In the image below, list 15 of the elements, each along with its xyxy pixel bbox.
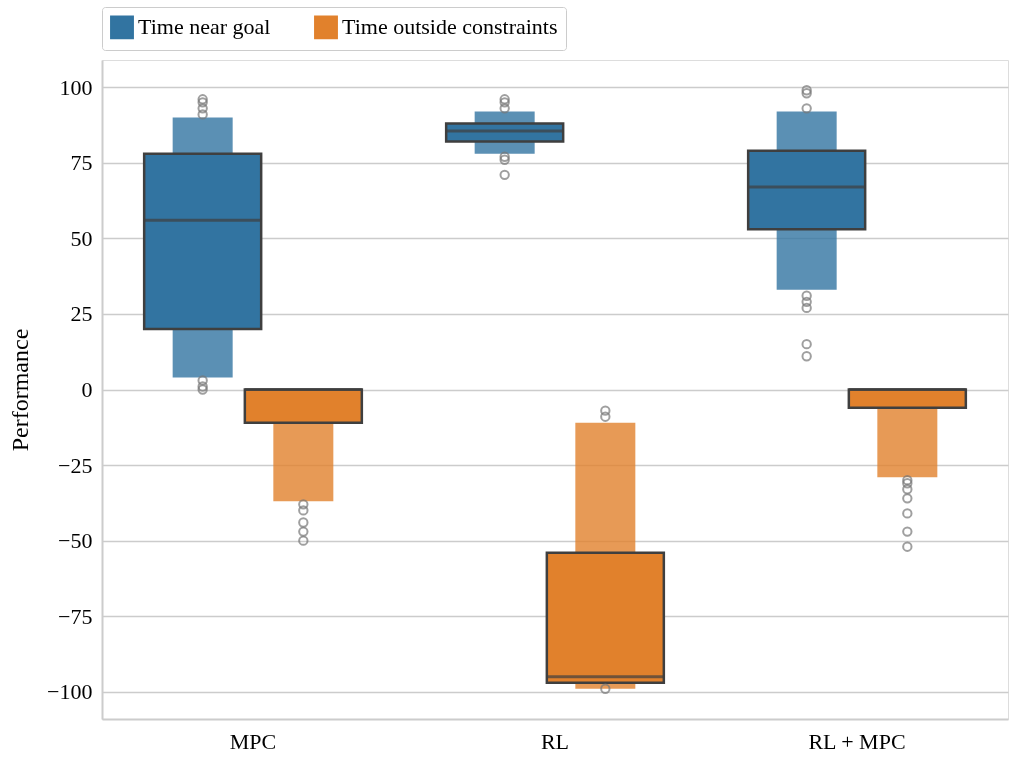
y-tick-label: −25 [58, 452, 93, 478]
y-tick-label: 0 [81, 377, 93, 402]
y-tick-label: 75 [70, 150, 93, 176]
y-tick-label: −50 [58, 528, 93, 554]
x-tick-label: RL [540, 728, 570, 754]
legend-label: Time outside constraints [342, 14, 558, 40]
y-tick-label: 100 [59, 74, 93, 100]
y-tick-label: 50 [70, 225, 93, 251]
y-tick-label: 25 [70, 301, 93, 327]
legend-label: Time near goal [138, 14, 271, 40]
y-tick-label: −100 [47, 679, 93, 705]
x-tick-label: RL + MPC [808, 728, 906, 754]
x-tick-label: MPC [229, 728, 277, 754]
y-tick-label: −75 [58, 603, 93, 629]
y-axis-title: Performance [7, 328, 34, 452]
